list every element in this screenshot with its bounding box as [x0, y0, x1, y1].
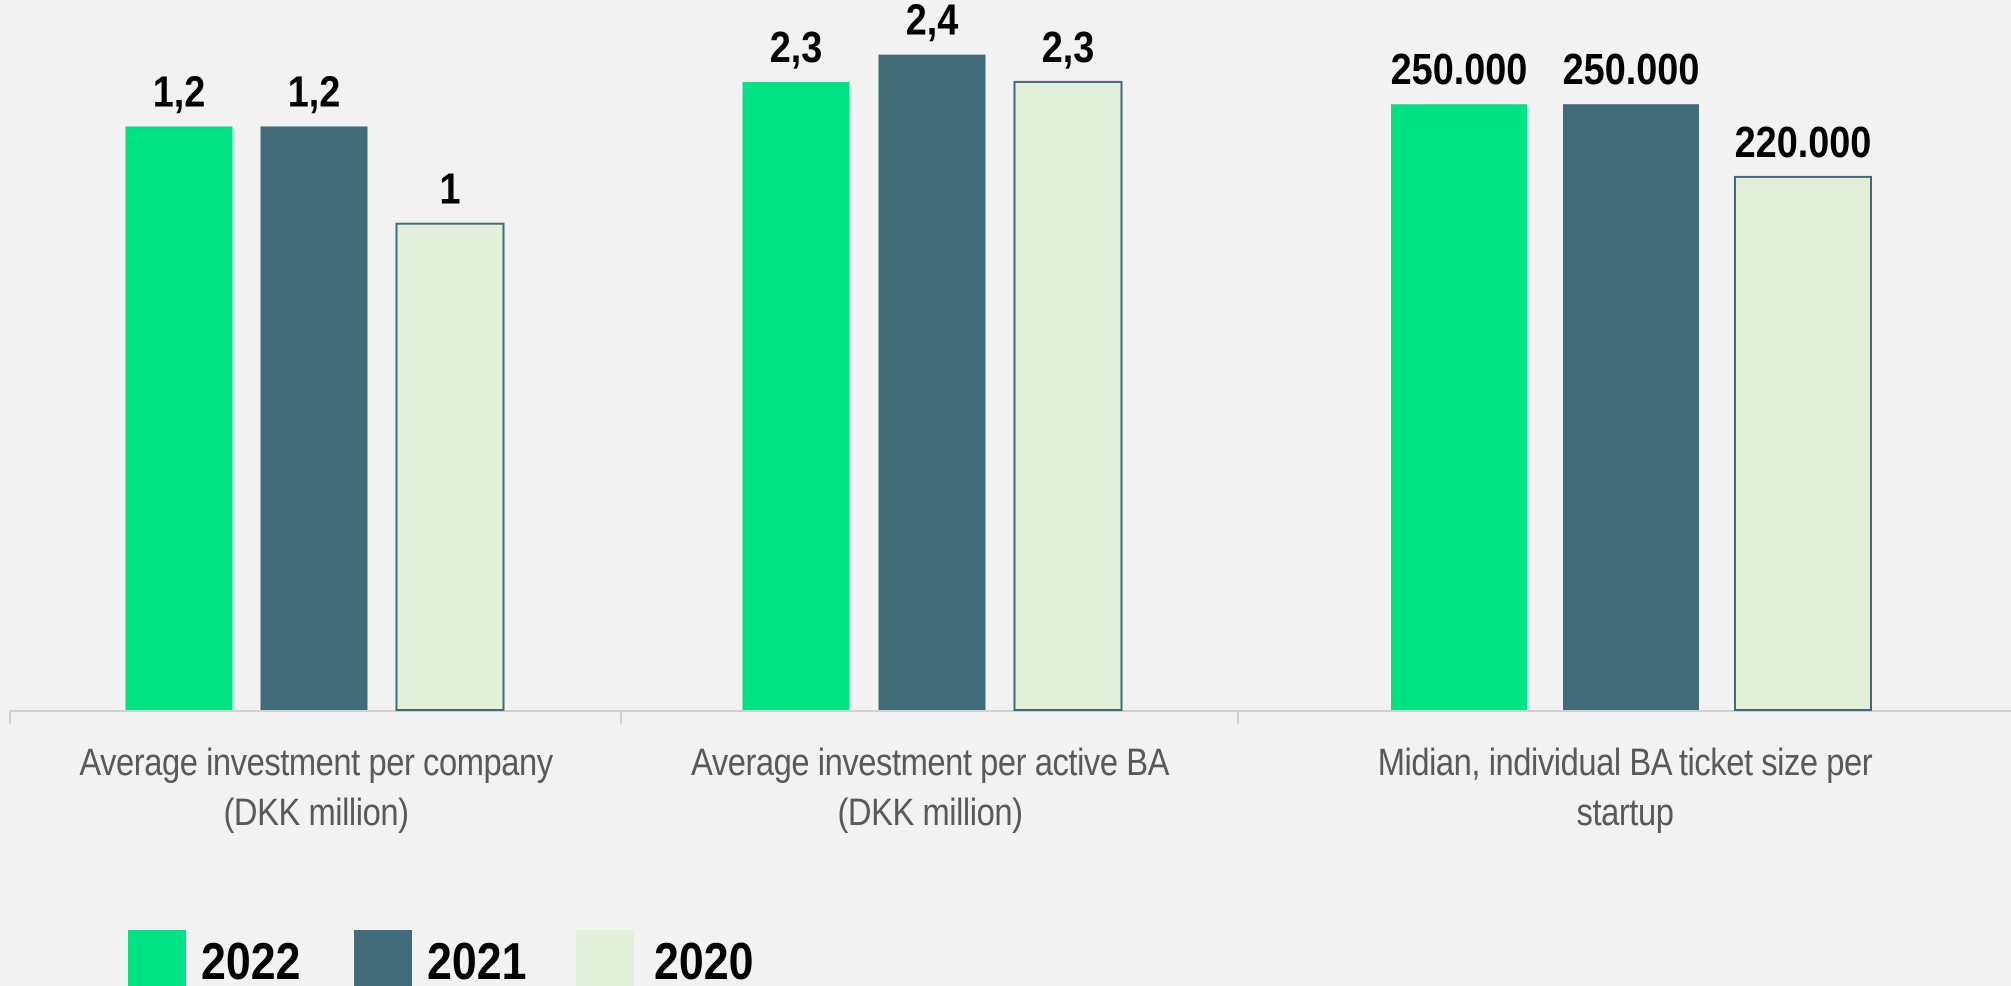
- data-label: 2,3: [1042, 22, 1095, 71]
- data-label: 1,2: [153, 67, 206, 116]
- legend-swatch: [128, 930, 186, 986]
- bar: [1563, 104, 1699, 711]
- bar: [125, 126, 233, 710]
- category-label: Average investment per active BA (DKK mi…: [690, 742, 1169, 834]
- bar: [878, 54, 986, 711]
- legend-label: 2020: [654, 933, 753, 986]
- category-label: Midian, individual BA ticket size per st…: [1377, 742, 1872, 834]
- legend-label: 2022: [201, 933, 300, 986]
- data-label: 1,2: [288, 67, 341, 116]
- bar: [260, 126, 368, 710]
- legend-swatch: [576, 930, 634, 986]
- bar: [1013, 80, 1123, 711]
- legend-label: 2021: [427, 933, 526, 986]
- data-label: 2,4: [906, 0, 959, 44]
- bar: [395, 222, 505, 711]
- data-label: 2,3: [770, 22, 823, 71]
- category-label: Average investment per company (DKK mill…: [78, 742, 553, 834]
- bar: [1734, 175, 1872, 711]
- legend-swatch: [354, 930, 412, 986]
- data-label: 220.000: [1735, 117, 1872, 166]
- bar: [1391, 104, 1527, 711]
- data-label: 1: [439, 164, 460, 213]
- bar: [742, 81, 850, 710]
- data-label: 250.000: [1391, 45, 1528, 94]
- data-label: 250.000: [1563, 45, 1700, 94]
